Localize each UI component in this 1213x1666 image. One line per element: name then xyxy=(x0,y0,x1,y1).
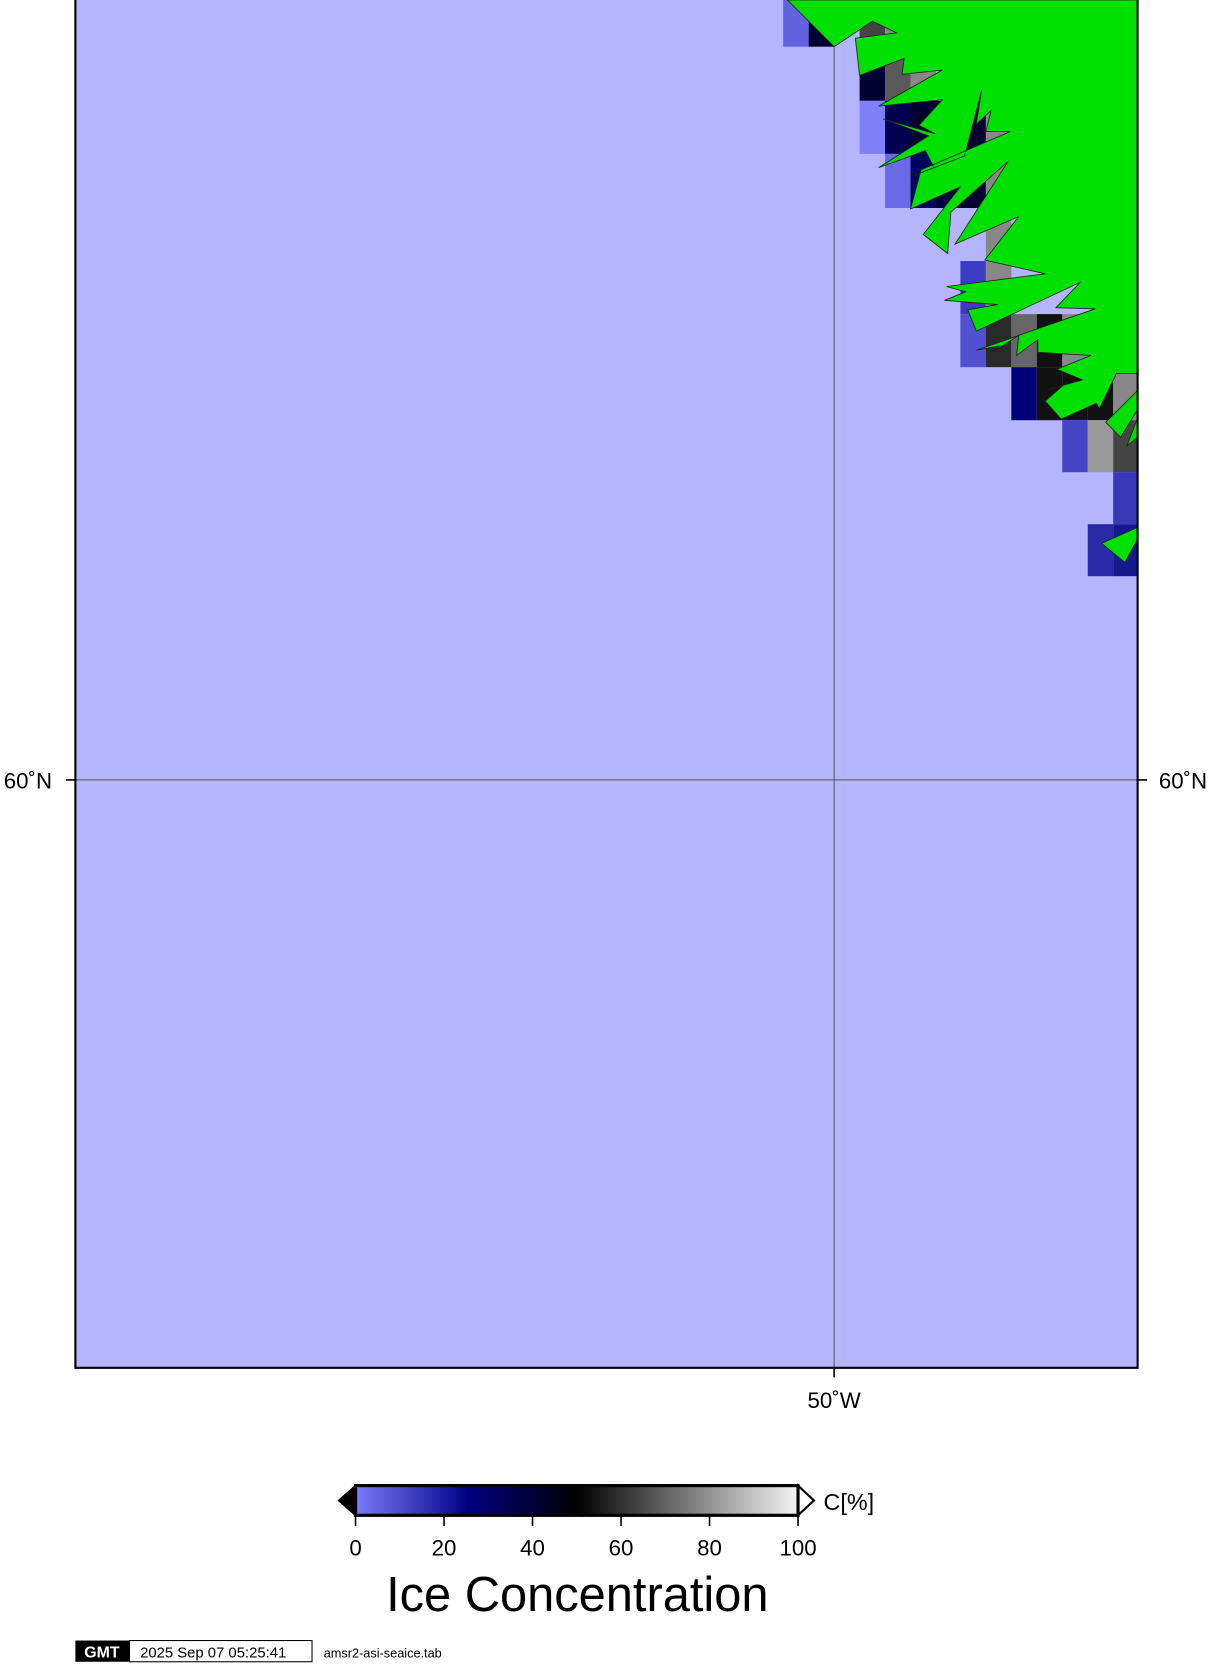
colorbar-gradient xyxy=(353,1484,800,1517)
map-frame xyxy=(74,0,1139,1369)
ice-cell xyxy=(1087,420,1114,473)
colorbar-tick-label: 40 xyxy=(520,1536,545,1561)
land-islet xyxy=(1126,417,1138,447)
colorbar-tick-label: 80 xyxy=(697,1536,722,1561)
ocean-background xyxy=(75,0,1138,1368)
gmt-logo-text: GMT xyxy=(84,1645,120,1662)
ice-cell xyxy=(859,100,886,154)
greenland-landmass xyxy=(786,0,1138,420)
colorbar-tick-label: 60 xyxy=(609,1536,634,1561)
latitude-label-left: 60˚N xyxy=(4,768,52,793)
colorbar-tick-label: 100 xyxy=(779,1536,816,1561)
colorbar-unit-label: C[%] xyxy=(824,1489,875,1515)
timestamp: 2025 Sep 07 05:25:41 xyxy=(140,1646,286,1662)
colorbar-tick-label: 0 xyxy=(349,1536,361,1561)
colorbar-title: Ice Concentration xyxy=(386,1568,768,1622)
ice-cell xyxy=(1113,472,1138,525)
longitude-label-bottom: 50˚W xyxy=(808,1388,861,1413)
timestamp-box xyxy=(128,1640,313,1663)
colorbar-above-triangle xyxy=(796,1483,816,1518)
gmt-logo xyxy=(75,1640,130,1662)
ice-cell xyxy=(1062,420,1088,473)
latitude-label-right: 60˚N xyxy=(1159,768,1207,793)
colorbar: C[%] 0 20 40 60 80 100 Ice Concentration xyxy=(337,1483,875,1622)
ice-cell xyxy=(1011,367,1037,421)
data-filename: amsr2-asi-seaice.tab xyxy=(324,1646,442,1661)
land-islet xyxy=(1105,389,1138,438)
colorbar-below-triangle xyxy=(337,1483,357,1518)
ice-cell xyxy=(1087,524,1114,577)
land-islet xyxy=(1100,526,1138,564)
colorbar-tick-label: 20 xyxy=(432,1536,457,1561)
